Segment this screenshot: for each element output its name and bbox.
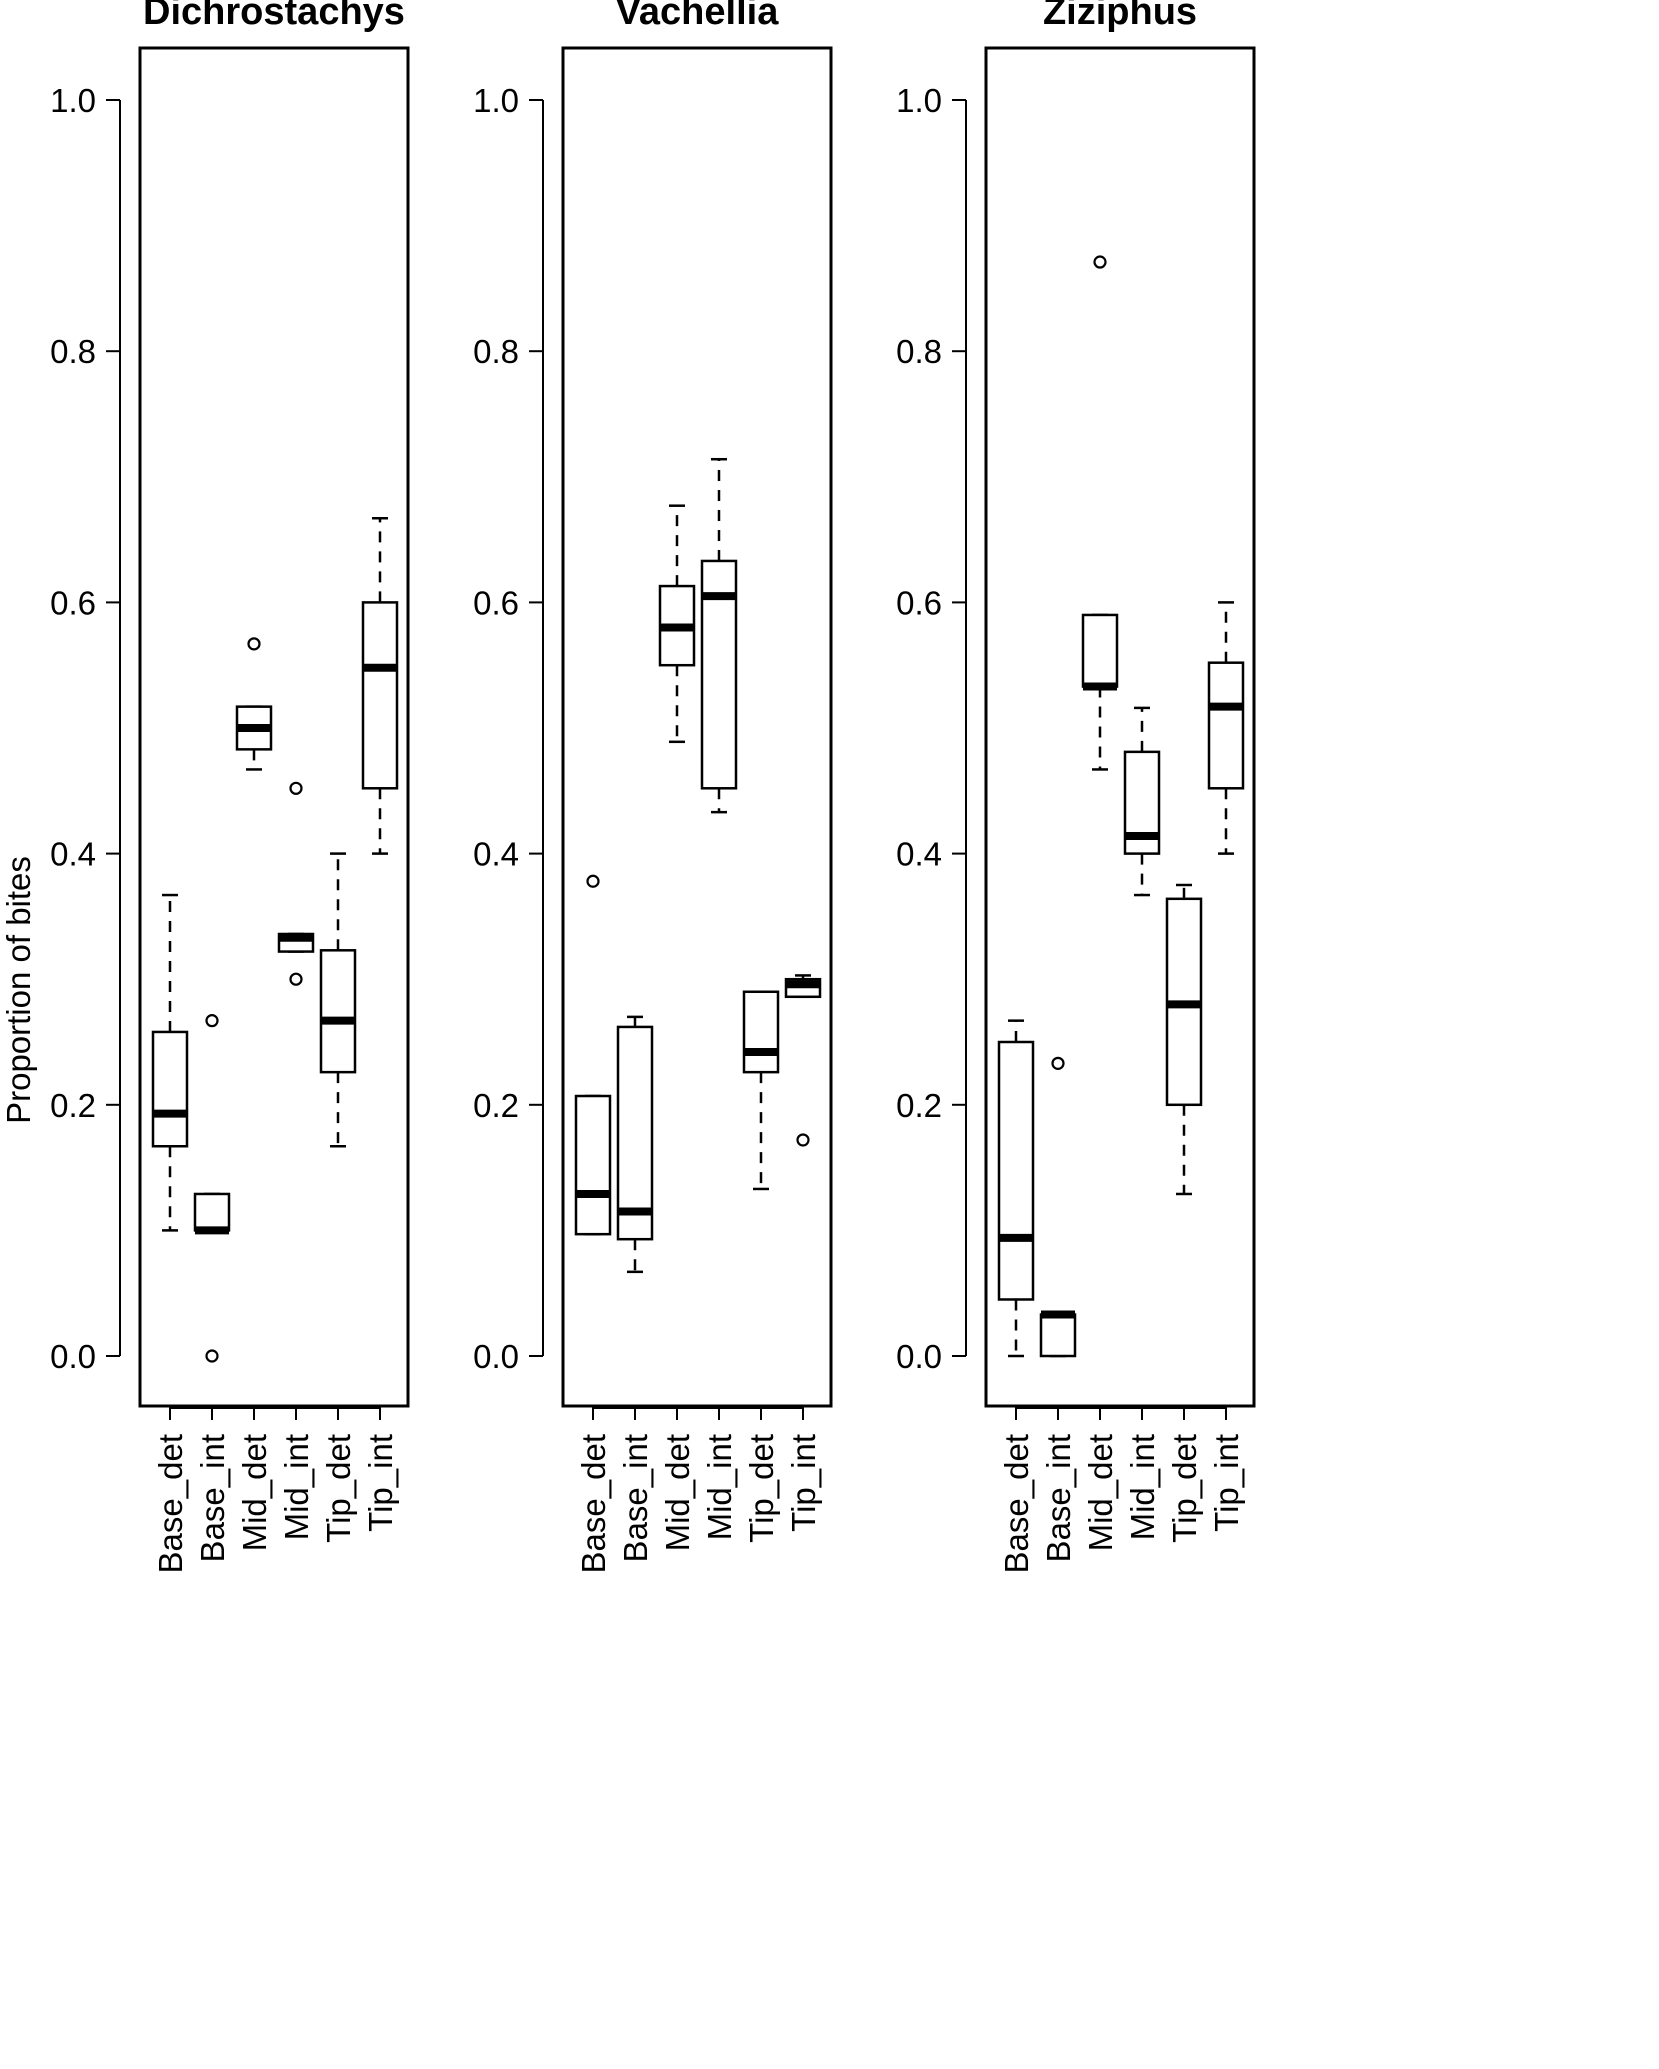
x-tick-label: Mid_det [1082, 1434, 1119, 1551]
y-tick-label: 0.8 [50, 333, 96, 370]
box-base-int [193, 1014, 231, 1363]
y-tick-label: 0.2 [473, 1087, 519, 1124]
box-mid-det [1081, 255, 1119, 771]
x-tick-label: Mid_int [278, 1434, 315, 1540]
outlier-point [205, 1349, 219, 1363]
box-tip-int [1207, 601, 1245, 855]
box-base-det [151, 893, 189, 1232]
y-tick-label: 1.0 [896, 82, 942, 119]
panel-title: Vachellia [616, 0, 780, 33]
y-tick-label: 0.2 [50, 1087, 96, 1124]
box-base-det [997, 1019, 1035, 1358]
box-iqr [742, 990, 780, 1074]
box-tip-det [319, 852, 357, 1148]
box-iqr [1081, 613, 1119, 688]
outlier-point [1093, 255, 1107, 269]
box-iqr [319, 949, 357, 1074]
box-iqr [1207, 661, 1245, 790]
y-tick-label: 0.6 [50, 584, 96, 621]
y-tick-label: 1.0 [50, 82, 96, 119]
x-tick-label: Base_det [998, 1434, 1035, 1573]
y-tick-label: 0.2 [896, 1087, 942, 1124]
x-tick-label: Mid_det [236, 1434, 273, 1551]
x-tick-label: Tip_int [1208, 1434, 1245, 1532]
box-tip-det [1165, 883, 1203, 1196]
y-tick-label: 0.6 [896, 584, 942, 621]
box-tip-int [361, 516, 399, 855]
y-tick-label: 0.8 [473, 333, 519, 370]
box-base-det [574, 874, 612, 1236]
box-base-int [616, 1015, 654, 1274]
box-iqr [616, 1025, 654, 1241]
panel-title: Dichrostachys [143, 0, 405, 33]
outlier-point [586, 874, 600, 888]
x-tick-label: Tip_int [785, 1434, 822, 1532]
panel-dichrostachys: Dichrostachys 0.0 0.2 0.4 0.6 0.8 1.0 Base_det B… [50, 0, 410, 1573]
outlier-point [205, 1014, 219, 1028]
x-tick-label: Base_det [152, 1434, 189, 1573]
x-tick-label: Mid_int [701, 1434, 738, 1540]
panel-ziziphus: Ziziphus 0.0 0.2 0.4 0.6 0.8 1.0 Base_det Base_i… [896, 0, 1256, 1573]
box-iqr [193, 1192, 231, 1232]
y-tick-label: 0.0 [896, 1338, 942, 1375]
x-tick-label: Mid_det [659, 1434, 696, 1551]
plot-frame [138, 46, 410, 1408]
box-iqr [151, 1030, 189, 1148]
box-mid-det [235, 637, 273, 771]
y-tick-label: 0.4 [473, 836, 519, 873]
box-base-int [1039, 1056, 1077, 1358]
x-tick-label: Tip_det [320, 1434, 357, 1543]
panel-vachellia: Vachellia 0.0 0.2 0.4 0.6 0.8 1.0 Base_det Base_… [473, 0, 833, 1573]
x-tick-label: Tip_det [743, 1434, 780, 1543]
box-iqr [361, 601, 399, 790]
x-tick-label: Tip_int [362, 1434, 399, 1532]
y-tick-label: 1.0 [473, 82, 519, 119]
box-iqr [1039, 1313, 1077, 1358]
x-tick-label: Base_int [1040, 1434, 1077, 1562]
plot-frame [984, 46, 1256, 1408]
x-tick-label: Base_det [575, 1434, 612, 1573]
y-tick-label: 0.4 [896, 836, 942, 873]
y-tick-label: 0.4 [50, 836, 96, 873]
y-tick-label: 0.0 [50, 1338, 96, 1375]
y-tick-label: 0.0 [473, 1338, 519, 1375]
outlier-point [289, 781, 303, 795]
box-mid-int [1123, 706, 1161, 897]
box-mid-int [700, 457, 738, 814]
box-iqr [997, 1040, 1035, 1301]
y-tick-label: 0.6 [473, 584, 519, 621]
outlier-point [1051, 1056, 1065, 1070]
box-tip-det [742, 990, 780, 1191]
box-iqr [574, 1094, 612, 1236]
box-tip-int [784, 974, 822, 1147]
outlier-point [796, 1133, 810, 1147]
y-axis-label: Proportion of bites [0, 856, 37, 1124]
plot-frame [561, 46, 833, 1408]
x-tick-label: Base_int [617, 1434, 654, 1562]
x-tick-label: Tip_det [1166, 1434, 1203, 1543]
panel-title: Ziziphus [1043, 0, 1197, 33]
outlier-point [247, 637, 261, 651]
outlier-point [289, 972, 303, 986]
x-tick-label: Base_int [194, 1434, 231, 1562]
box-mid-det [658, 504, 696, 744]
box-mid-int [277, 781, 315, 986]
y-tick-label: 0.8 [896, 333, 942, 370]
x-tick-label: Mid_int [1124, 1434, 1161, 1540]
